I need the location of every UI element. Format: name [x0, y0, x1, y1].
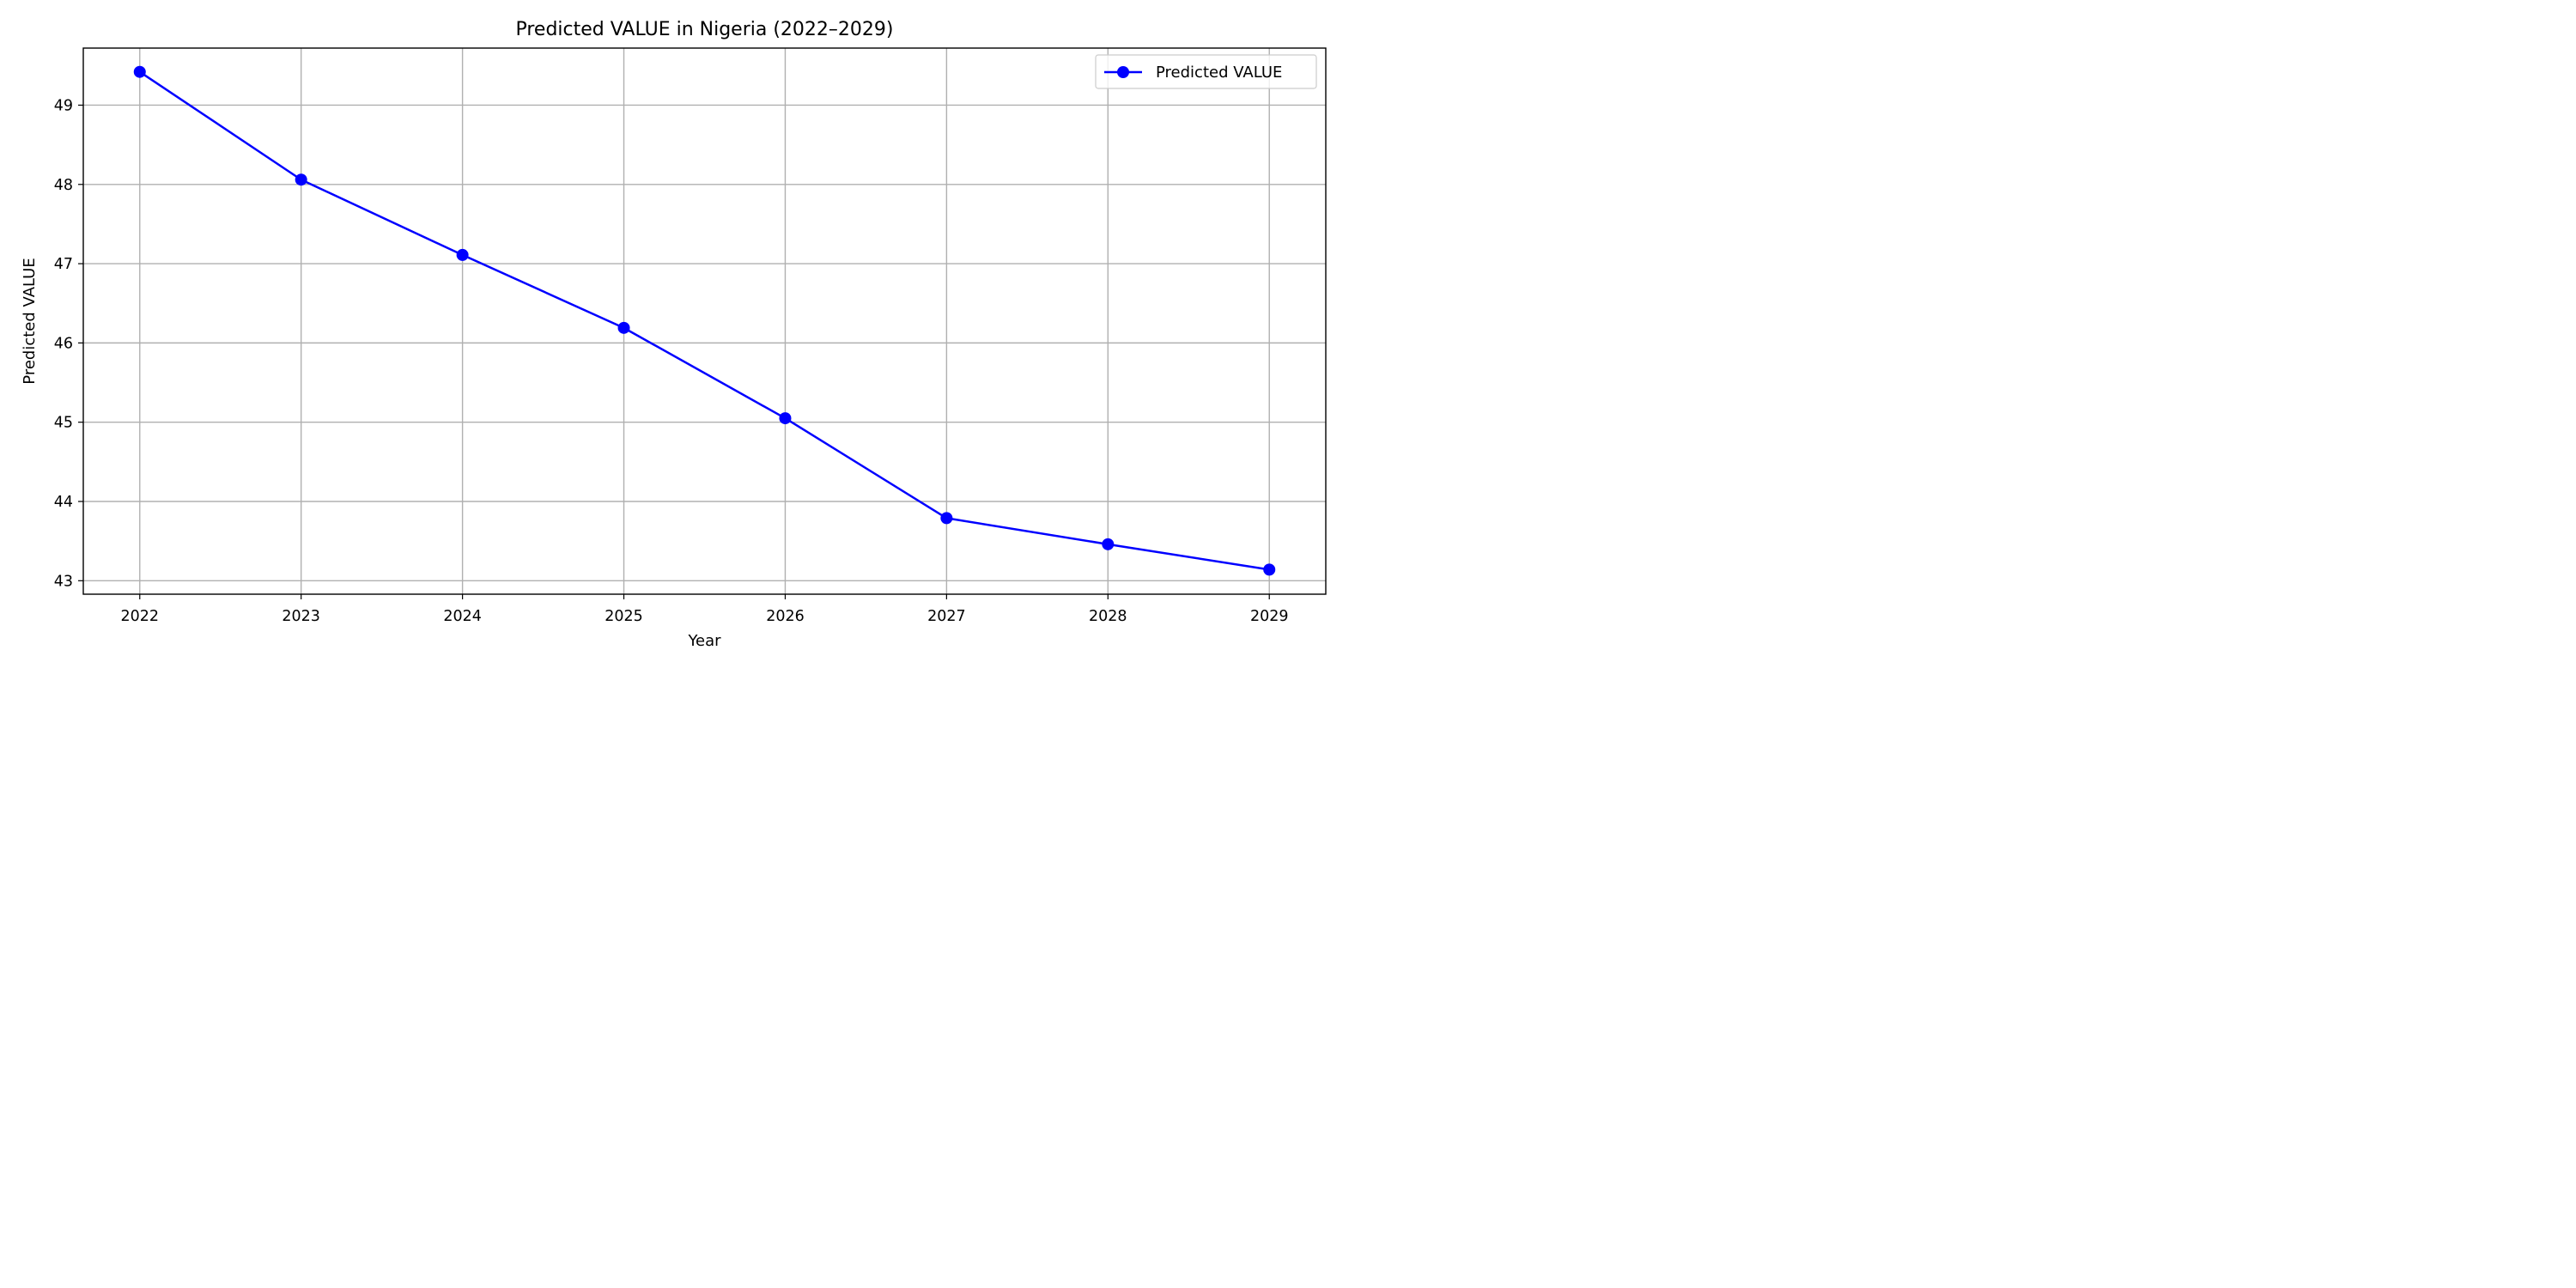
x-tick-label: 2026 — [766, 608, 805, 625]
legend: Predicted VALUE — [1095, 54, 1317, 89]
x-axis-label: Year — [687, 632, 721, 650]
series-layer — [133, 65, 1276, 576]
data-point — [295, 173, 307, 186]
x-tick-label: 2022 — [120, 608, 159, 625]
y-tick-label: 45 — [54, 415, 73, 432]
x-tick-label: 2023 — [282, 608, 320, 625]
data-point — [940, 512, 953, 525]
data-point — [133, 65, 146, 78]
data-point — [779, 412, 792, 425]
y-tick-label: 47 — [54, 256, 73, 273]
legend-frame — [1095, 54, 1317, 89]
y-tick-label: 44 — [54, 494, 73, 511]
line-chart: 2022 2023 2024 2025 2026 2027 2028 2029 43 44 45 46… — [0, 0, 1346, 673]
legend-entry-predicted-value: Predicted VALUE — [1156, 64, 1282, 82]
y-tick-label: 43 — [54, 573, 73, 590]
plot-frame — [82, 47, 1327, 595]
x-tick-label: 2024 — [443, 608, 482, 625]
chart-title: Predicted VALUE in Nigeria (2022–2029) — [515, 19, 893, 40]
data-point — [1263, 563, 1276, 576]
y-tick-label: 48 — [54, 177, 73, 194]
y-tick-label: 49 — [54, 97, 73, 114]
x-tick-label: 2027 — [927, 608, 966, 625]
data-point — [617, 321, 630, 334]
legend-marker-swatch — [1117, 66, 1129, 78]
y-tick-label: 46 — [54, 335, 73, 352]
data-point — [456, 248, 469, 261]
chart-background — [0, 0, 1346, 673]
x-tick-label: 2025 — [605, 608, 643, 625]
axis-ticks: 2022 2023 2024 2025 2026 2027 2028 2029 43 44 45 46… — [54, 97, 1289, 625]
data-point — [1102, 538, 1115, 550]
grid — [83, 48, 1326, 594]
series-line — [138, 70, 1271, 571]
x-tick-label: 2028 — [1089, 608, 1127, 625]
x-tick-label: 2029 — [1250, 608, 1289, 625]
y-axis-label: Predicted VALUE — [21, 258, 39, 384]
